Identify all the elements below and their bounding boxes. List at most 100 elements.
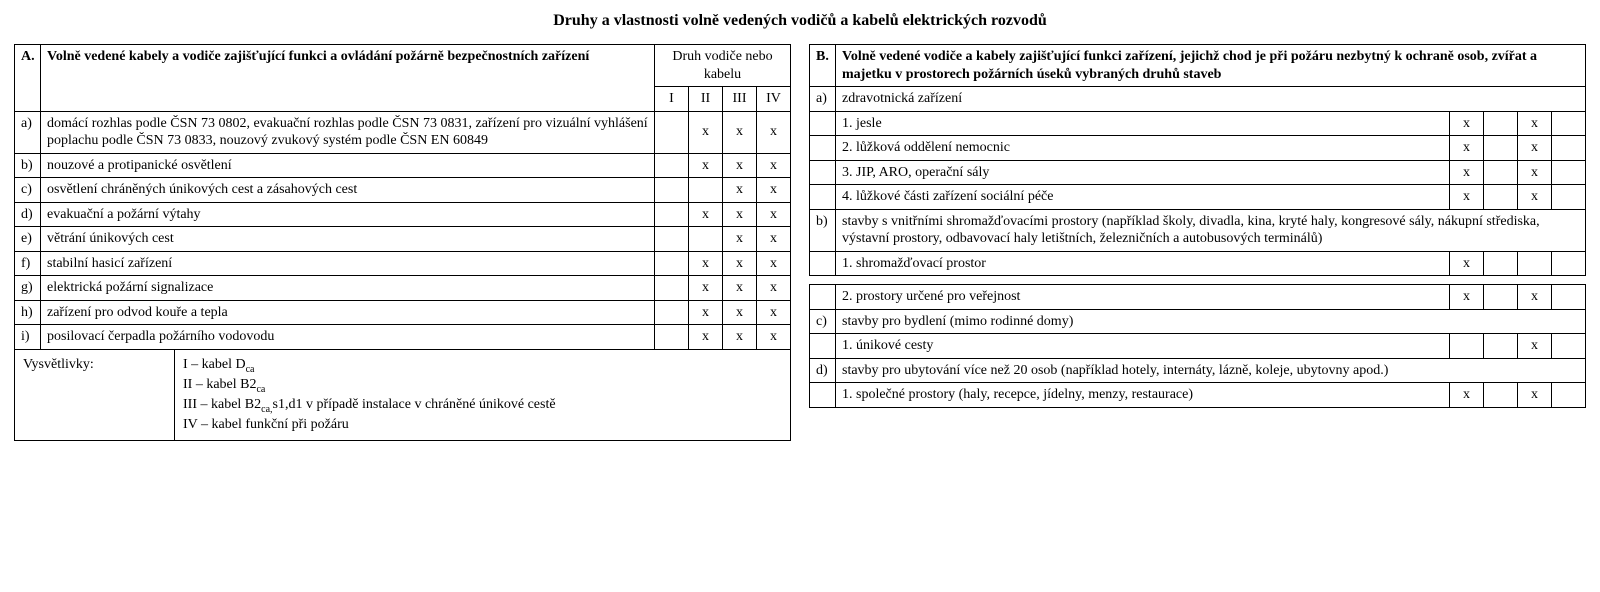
mark-cell: x xyxy=(723,300,757,325)
mark-cell: x xyxy=(757,202,791,227)
table-b-2: 2. prostory určené pro veřejnostxxc)stav… xyxy=(809,284,1586,408)
mark-cell: x xyxy=(757,111,791,153)
mark-cell: x xyxy=(689,111,723,153)
mark-cell xyxy=(1484,285,1518,310)
mark-cell: x xyxy=(689,251,723,276)
table-row: g)elektrická požární signalizacexxx xyxy=(15,276,791,301)
row-letter: d) xyxy=(15,202,41,227)
table-b-section-title: Volně vedené vodiče a kabely zajišťující… xyxy=(836,45,1586,87)
row-text: 3. JIP, ARO, operační sály xyxy=(836,160,1450,185)
mark-cell xyxy=(1551,251,1585,276)
mark-cell: x xyxy=(1517,160,1551,185)
table-row: h)zařízení pro odvod kouře a teplaxxx xyxy=(15,300,791,325)
mark-cell: x xyxy=(723,178,757,203)
row-text: zdravotnická zařízení xyxy=(836,87,1586,112)
mark-cell: x xyxy=(1449,251,1483,276)
row-letter xyxy=(810,185,836,210)
table-b-1: B. Volně vedené vodiče a kabely zajišťuj… xyxy=(809,44,1586,276)
table-row: c)stavby pro bydlení (mimo rodinné domy) xyxy=(810,309,1586,334)
mark-cell: x xyxy=(723,227,757,252)
row-text: elektrická požární signalizace xyxy=(41,276,655,301)
table-row: c)osvětlení chráněných únikových cest a … xyxy=(15,178,791,203)
mark-cell: x xyxy=(723,276,757,301)
mark-cell: x xyxy=(757,227,791,252)
row-text: 4. lůžkové části zařízení sociální péče xyxy=(836,185,1450,210)
mark-cell: x xyxy=(757,300,791,325)
table-a-col-3: IV xyxy=(757,87,791,112)
mark-cell: x xyxy=(1518,383,1552,408)
row-letter: i) xyxy=(15,325,41,350)
table-row: f)stabilní hasicí zařízeníxxx xyxy=(15,251,791,276)
row-letter: c) xyxy=(810,309,836,334)
table-a-section-title: Volně vedené kabely a vodiče zajišťující… xyxy=(41,45,655,112)
table-row: d)evakuační a požární výtahyxxx xyxy=(15,202,791,227)
mark-cell: x xyxy=(689,325,723,350)
mark-cell xyxy=(689,178,723,203)
mark-cell xyxy=(1484,383,1518,408)
row-text: domácí rozhlas podle ČSN 73 0802, evakua… xyxy=(41,111,655,153)
mark-cell xyxy=(1450,334,1484,359)
mark-cell xyxy=(689,227,723,252)
row-letter: b) xyxy=(810,209,836,251)
legend-label: Vysvětlivky: xyxy=(15,350,175,441)
mark-cell xyxy=(1483,136,1517,161)
row-text: 1. jesle xyxy=(836,111,1450,136)
row-text: nouzové a protipanické osvětlení xyxy=(41,153,655,178)
mark-cell: x xyxy=(723,153,757,178)
row-letter: a) xyxy=(810,87,836,112)
mark-cell: x xyxy=(1449,160,1483,185)
row-letter: h) xyxy=(15,300,41,325)
table-a-column: A. Volně vedené kabely a vodiče zajišťuj… xyxy=(14,44,791,441)
mark-cell: x xyxy=(1449,111,1483,136)
table-a-col-0: I xyxy=(655,87,689,112)
table-row: 2. prostory určené pro veřejnostxx xyxy=(810,285,1586,310)
legend: Vysvětlivky: I – kabel Dca II – kabel B2… xyxy=(14,350,791,441)
mark-cell xyxy=(655,227,689,252)
mark-cell xyxy=(1517,251,1551,276)
row-text: 1. společné prostory (haly, recepce, jíd… xyxy=(836,383,1450,408)
row-letter: c) xyxy=(15,178,41,203)
table-row: a)domácí rozhlas podle ČSN 73 0802, evak… xyxy=(15,111,791,153)
mark-cell xyxy=(1551,160,1585,185)
mark-cell xyxy=(655,111,689,153)
legend-body: I – kabel Dca II – kabel B2ca III – kabe… xyxy=(175,350,791,441)
row-letter xyxy=(810,160,836,185)
table-row: 2. lůžková oddělení nemocnicxx xyxy=(810,136,1586,161)
mark-cell xyxy=(1551,111,1585,136)
row-text: 1. únikové cesty xyxy=(836,334,1450,359)
row-letter xyxy=(810,251,836,276)
mark-cell: x xyxy=(1450,383,1484,408)
mark-cell xyxy=(1551,136,1585,161)
row-text: 1. shromažďovací prostor xyxy=(836,251,1450,276)
mark-cell xyxy=(1552,334,1586,359)
row-letter xyxy=(810,383,836,408)
table-b-column: B. Volně vedené vodiče a kabely zajišťuj… xyxy=(809,44,1586,408)
mark-cell xyxy=(655,153,689,178)
row-letter: e) xyxy=(15,227,41,252)
mark-cell xyxy=(1483,251,1517,276)
mark-cell: x xyxy=(723,202,757,227)
row-letter: f) xyxy=(15,251,41,276)
row-text: 2. prostory určené pro veřejnost xyxy=(836,285,1450,310)
page-title: Druhy a vlastnosti volně vedených vodičů… xyxy=(14,12,1586,30)
mark-cell xyxy=(655,325,689,350)
mark-cell: x xyxy=(1450,285,1484,310)
mark-cell: x xyxy=(1517,185,1551,210)
table-row: 1. společné prostory (haly, recepce, jíd… xyxy=(810,383,1586,408)
mark-cell xyxy=(1551,185,1585,210)
row-letter xyxy=(810,136,836,161)
table-row: b)nouzové a protipanické osvětleníxxx xyxy=(15,153,791,178)
legend-line-0: I – kabel Dca xyxy=(183,356,782,376)
row-text: evakuační a požární výtahy xyxy=(41,202,655,227)
row-letter: g) xyxy=(15,276,41,301)
mark-cell xyxy=(655,251,689,276)
mark-cell xyxy=(655,300,689,325)
row-text: osvětlení chráněných únikových cest a zá… xyxy=(41,178,655,203)
table-row: 3. JIP, ARO, operační sályxx xyxy=(810,160,1586,185)
mark-cell xyxy=(1483,111,1517,136)
mark-cell: x xyxy=(689,202,723,227)
table-b-section-letter: B. xyxy=(810,45,836,87)
mark-cell: x xyxy=(689,276,723,301)
legend-line-2: III – kabel B2ca,s1,d1 v případě instala… xyxy=(183,396,782,416)
mark-cell: x xyxy=(757,276,791,301)
